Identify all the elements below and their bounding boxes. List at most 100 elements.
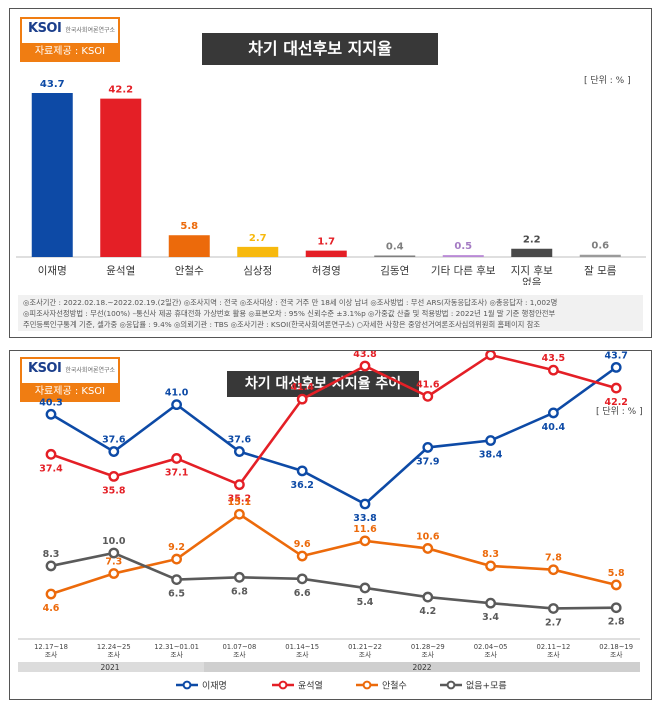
bar-category-label: 김동연	[380, 265, 409, 277]
bar-category-label: 잘 모름	[584, 265, 617, 277]
footnote-line-2: ◎피조사자선정방법 : 무선(100%) –통신사 제공 휴대전화 가상번호 활…	[23, 309, 556, 318]
x-tick-label: 조사	[359, 650, 372, 659]
legend-label: 안철수	[382, 681, 407, 692]
bar-value-label: 5.8	[180, 221, 198, 232]
data-label: 10.6	[416, 531, 440, 542]
data-label: 40.4	[542, 422, 566, 433]
bar-category-label: 지지 후보	[511, 265, 553, 277]
year-band-2022	[204, 662, 640, 672]
series-point	[610, 382, 622, 394]
series-line-4	[50, 551, 617, 610]
data-label: 43.8	[353, 351, 377, 360]
x-tick-label: 조사	[422, 650, 435, 659]
x-tick-label: 01.28~29	[411, 643, 445, 651]
bar-category-label: 허경영	[312, 264, 341, 277]
series-line-1	[50, 366, 617, 506]
series-point	[233, 446, 245, 457]
series-point	[359, 535, 371, 547]
data-label: 35.8	[102, 485, 126, 496]
chart-title: 차기 대선후보 지지율	[202, 33, 438, 65]
series-point	[171, 553, 183, 565]
series-point	[108, 471, 120, 482]
series-point	[548, 603, 559, 614]
series-point	[45, 560, 57, 572]
series-point	[108, 568, 120, 579]
support-rate-panel: KSOI 한국사회여론연구소 자료제공 : KSOI 차기 대선후보 지지율 […	[9, 8, 652, 338]
series-point	[359, 360, 371, 372]
logo-subtext: 한국사회여론연구소	[65, 367, 116, 374]
data-label: 2.7	[545, 617, 562, 628]
series-point	[296, 573, 308, 585]
series-point	[422, 591, 434, 603]
data-label: 37.1	[165, 467, 188, 478]
bar-value-label: 0.6	[591, 241, 609, 252]
year-2021-label: 2021	[100, 663, 119, 672]
data-label: 41.4	[290, 382, 314, 393]
series-point	[45, 448, 57, 460]
series-point	[108, 446, 120, 457]
bar-category-label: 기타 다른 후보	[431, 265, 496, 277]
bar-value-label: 1.7	[317, 237, 335, 248]
data-label: 37.9	[416, 456, 439, 467]
data-label: 7.3	[105, 557, 122, 568]
series-point	[359, 498, 371, 510]
legend-label: 이재명	[202, 681, 227, 692]
data-label: 7.8	[545, 553, 562, 564]
data-label: 41.6	[416, 379, 440, 390]
data-label: 37.4	[39, 463, 63, 474]
data-label: 9.6	[294, 539, 311, 550]
year-band-2021	[18, 662, 204, 672]
series-point	[296, 393, 308, 405]
series-point	[610, 579, 622, 591]
unit-label: [ 단위 : % ]	[584, 76, 631, 86]
bar-category-label: 이재명	[38, 265, 67, 277]
x-tick-label: 02.18~19	[599, 643, 633, 651]
series-point	[548, 564, 559, 576]
data-label: 15.1	[228, 497, 251, 508]
series-point	[485, 435, 496, 446]
series-point	[422, 543, 434, 554]
data-label: 6.6	[294, 588, 311, 599]
data-label: 11.6	[353, 524, 377, 535]
series-point	[45, 588, 57, 600]
logo-subtext: 한국사회여론연구소	[65, 27, 116, 34]
x-tick-label: 01.07~08	[222, 643, 256, 651]
bar-1	[31, 93, 73, 257]
data-label: 6.8	[231, 586, 248, 597]
series-point	[233, 571, 245, 583]
footnote-line-3: 주민등록인구통계 기준, 셀가중 ◎응답률 : 9.4% ◎의뢰기관 : TBS…	[23, 320, 541, 329]
legend-marker	[446, 680, 456, 690]
legend-label: 윤석열	[298, 681, 323, 692]
x-tick-label: 조사	[547, 650, 560, 659]
bar-4	[237, 246, 279, 257]
legend-marker	[362, 680, 372, 690]
x-tick-label: 조사	[610, 650, 623, 659]
data-label: 4.6	[43, 603, 60, 614]
bar-3	[168, 235, 210, 257]
trend-panel: KSOI 한국사회여론연구소 자료제공 : KSOI 차기 대선후보 지지율 추…	[9, 350, 652, 700]
source-label: 자료제공 : KSOI	[22, 383, 118, 400]
data-label: 5.8	[608, 568, 625, 579]
legend-marker	[278, 680, 288, 690]
series-point	[171, 574, 183, 586]
ksoi-logo: KSOI 한국사회여론연구소 자료제공 : KSOI	[20, 17, 120, 62]
data-label: 6.5	[168, 589, 185, 600]
ksoi-logo: KSOI 한국사회여론연구소 자료제공 : KSOI	[20, 357, 120, 402]
line-chart: 2021 2022 12.17~18조사12.24~25조사12.31~01.0…	[18, 351, 640, 692]
data-label: 10.0	[102, 536, 126, 547]
footnote-line-1: ◎조사기간 : 2022.02.18.~2022.02.19.(2일간) ◎조사…	[23, 298, 558, 307]
series-point	[610, 361, 622, 373]
bar-7	[442, 255, 484, 257]
x-tick-label: 01.21~22	[348, 643, 382, 651]
x-tick-label: 12.17~18	[34, 643, 68, 651]
series-point	[422, 390, 434, 402]
bar-value-label: 42.2	[108, 85, 133, 96]
x-tick-label: 02.11~12	[536, 643, 570, 651]
data-label: 43.5	[542, 353, 565, 364]
legend-marker	[182, 680, 192, 690]
bar-value-label: 0.5	[454, 241, 472, 252]
series-point	[422, 442, 434, 453]
x-tick-label: 12.24~25	[97, 643, 131, 651]
bar-value-label: 2.7	[249, 233, 267, 244]
data-label: 9.2	[168, 542, 185, 553]
